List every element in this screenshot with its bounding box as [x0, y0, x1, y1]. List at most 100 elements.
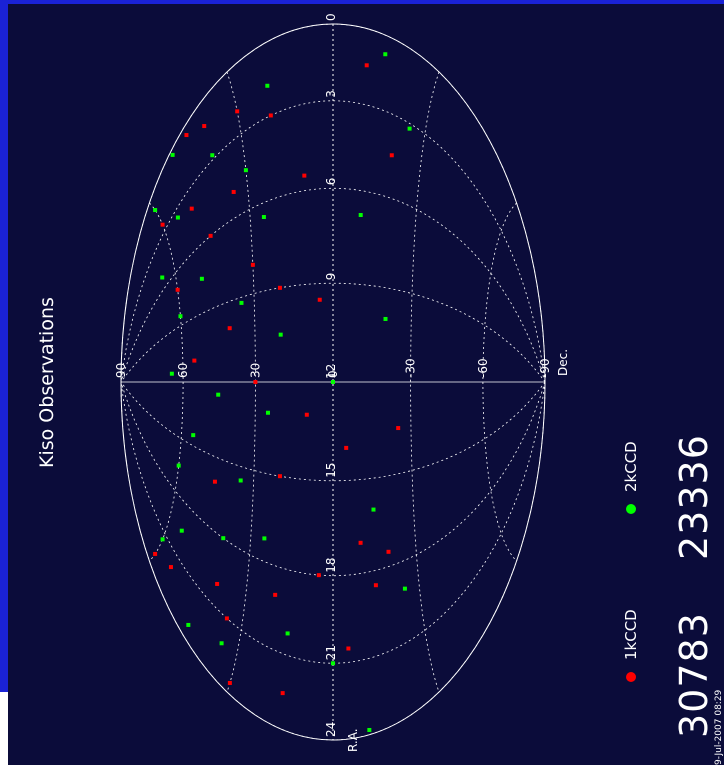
data-point-1kccd — [302, 173, 307, 178]
data-point-2kccd — [179, 528, 184, 533]
data-point-1kccd — [227, 326, 232, 331]
data-point-1kccd — [396, 426, 401, 431]
data-point-1kccd — [346, 646, 351, 651]
data-point-1kccd — [235, 109, 240, 114]
data-point-2kccd — [199, 276, 204, 281]
chart-title: Kiso Observations — [36, 297, 58, 468]
data-point-2kccd — [160, 275, 165, 280]
dec-tick-label: 0 — [326, 370, 340, 378]
data-point-1kccd — [358, 540, 363, 545]
data-point-2kccd — [278, 332, 283, 337]
dec-axis-label: Dec. — [556, 349, 570, 376]
data-point-2kccd — [239, 300, 244, 305]
top-border — [0, 0, 724, 4]
ra-tick-label: 12 — [324, 364, 338, 379]
meridian-line — [120, 100, 546, 383]
data-point-2kccd — [175, 215, 180, 220]
ra-tick-label: 3 — [324, 90, 338, 98]
count-1kccd: 30783 — [672, 612, 716, 738]
data-point-1kccd — [189, 206, 194, 211]
data-point-1kccd — [277, 474, 282, 479]
data-point-2kccd — [210, 153, 215, 158]
data-point-2kccd — [170, 152, 175, 157]
data-point-1kccd — [231, 189, 236, 194]
data-point-1kccd — [389, 153, 394, 158]
ra-tick-label: 9 — [324, 273, 338, 281]
data-point-1kccd — [364, 63, 369, 68]
data-point-1kccd — [215, 581, 220, 586]
dec-tick-label: -60 — [476, 358, 490, 378]
data-point-2kccd — [262, 536, 267, 541]
legend-label-2kccd: 2kCCD — [622, 441, 640, 492]
ra-tick-label: 21 — [324, 645, 338, 660]
data-point-1kccd — [175, 287, 180, 292]
data-point-2kccd — [358, 213, 363, 218]
ra-tick-label: 24 — [324, 722, 338, 737]
data-point-1kccd — [208, 233, 213, 238]
data-point-2kccd — [331, 661, 335, 666]
data-point-2kccd — [238, 478, 243, 483]
data-point-1kccd — [160, 222, 165, 227]
data-point-2kccd — [383, 316, 388, 321]
data-point-1kccd — [212, 479, 217, 484]
data-point-1kccd — [168, 565, 173, 570]
data-point-2kccd — [265, 410, 270, 415]
count-2kccd: 23336 — [672, 434, 716, 560]
data-point-2kccd — [243, 168, 248, 173]
data-point-1kccd — [317, 297, 322, 302]
dec-tick-label: 90 — [114, 363, 128, 378]
data-point-2kccd — [265, 83, 270, 88]
legend-label-1kccd: 1kCCD — [622, 609, 640, 660]
data-point-1kccd — [268, 113, 273, 118]
data-point-2kccd — [221, 536, 226, 541]
parallel-line — [149, 202, 184, 562]
parallel-line — [482, 202, 517, 562]
dec-tick-label: -30 — [404, 358, 418, 378]
data-point-2kccd — [153, 208, 158, 213]
data-point-1kccd — [153, 551, 158, 556]
meridian-line — [120, 381, 546, 664]
data-point-1kccd — [224, 616, 229, 621]
ra-tick-label: 15 — [324, 462, 338, 477]
data-point-2kccd — [383, 52, 388, 57]
data-point-2kccd — [371, 507, 376, 512]
data-point-2kccd — [178, 314, 183, 319]
data-point-1kccd — [373, 583, 378, 588]
dec-tick-label: -90 — [538, 358, 552, 378]
ra-tick-label: 0 — [324, 13, 338, 21]
legend-marker-1kccd — [626, 672, 636, 682]
data-point-2kccd — [191, 433, 196, 438]
data-point-2kccd — [261, 215, 266, 220]
data-point-1kccd — [277, 285, 282, 290]
ra-tick-label: 18 — [324, 557, 338, 572]
meridian-line — [120, 23, 546, 383]
legend-marker-2kccd — [626, 504, 636, 514]
data-point-2kccd — [216, 392, 221, 397]
data-point-1kccd — [192, 358, 197, 363]
dec-tick-label: 30 — [248, 363, 262, 378]
data-point-2kccd — [176, 463, 181, 468]
window-sidebar-strip — [0, 0, 8, 692]
data-point-2kccd — [367, 727, 372, 732]
data-point-2kccd — [285, 631, 290, 636]
data-point-1kccd — [316, 573, 321, 578]
data-point-2kccd — [169, 371, 174, 376]
window-corner — [0, 692, 8, 765]
dec-tick-label: 60 — [176, 363, 190, 378]
data-point-2kccd — [219, 641, 224, 646]
meridian-line — [120, 381, 546, 577]
data-point-1kccd — [184, 133, 189, 138]
data-point-1kccd — [250, 262, 255, 267]
data-point-1kccd — [227, 680, 232, 685]
data-point-1kccd — [253, 380, 258, 384]
data-point-2kccd — [160, 537, 165, 542]
ra-axis-label: R.A. — [346, 728, 360, 752]
data-point-1kccd — [280, 691, 285, 696]
data-point-2kccd — [402, 586, 407, 591]
data-point-1kccd — [273, 592, 278, 597]
data-point-2kccd — [186, 622, 191, 627]
ra-tick-label: 6 — [324, 178, 338, 186]
data-point-2kccd — [331, 380, 335, 384]
data-point-1kccd — [344, 445, 349, 450]
